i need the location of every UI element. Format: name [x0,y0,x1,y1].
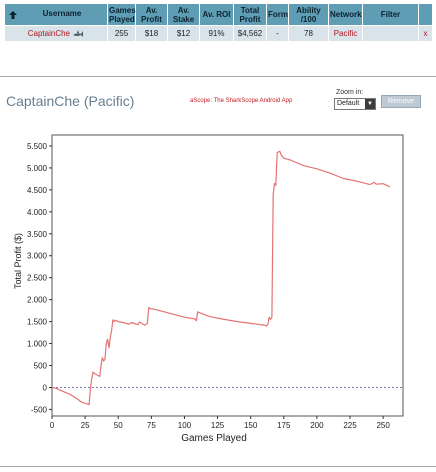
bottom-divider [0,466,436,467]
y-tick-label: 1.000 [27,340,48,349]
y-tick-label: 3.000 [27,252,48,261]
x-axis-label: Games Played [181,433,247,444]
zoom-value: Default [337,100,360,107]
table-header-row: Username Games Played Av. Profit Av. Sta… [4,3,433,26]
x-tick-label: 175 [277,421,291,430]
player-title: CaptainChe (Pacific) [6,93,135,109]
y-tick-label: 2.000 [27,296,48,305]
cell-ability: 78 [288,25,329,42]
column-header-username[interactable]: Username [4,3,108,26]
column-header-form[interactable]: Form [266,3,289,26]
player-stats-table: Username Games Played Av. Profit Av. Sta… [4,3,433,42]
chevron-down-icon: ▼ [365,99,375,109]
column-header-av-stake[interactable]: Av. Stake [167,3,200,26]
column-header-network[interactable]: Network [328,3,363,26]
cell-form: - [266,25,289,42]
y-tick-label: 4.500 [27,186,48,195]
y-tick-label: 3.500 [27,230,48,239]
cell-games-played: 255 [107,25,136,42]
cell-av-profit: $18 [135,25,168,42]
y-axis-label: Total Profit ($) [13,233,23,289]
column-header-filter[interactable]: Filter [362,3,419,26]
remove-button[interactable]: Remove [381,95,421,108]
y-tick-label: -500 [31,405,48,414]
y-tick-label: 4.000 [27,208,48,217]
x-tick-label: 250 [376,421,390,430]
column-header-games-played[interactable]: Games Played [107,3,136,26]
remove-player-link[interactable]: x [423,29,428,38]
network-link[interactable]: Pacific [333,29,358,38]
section-divider [0,76,436,77]
profit-chart: -50005001.0001.5002.0002.5003.0003.5004.… [13,134,404,444]
x-tick-label: 50 [114,421,123,430]
column-header-ability[interactable]: Ability /100 [288,3,329,26]
cell-network: Pacific [328,25,363,42]
column-header-total-profit[interactable]: Total Profit [233,3,267,26]
y-tick-label: 0 [43,383,48,392]
x-tick-label: 75 [147,421,156,430]
x-tick-label: 25 [81,421,90,430]
y-tick-label: 2.500 [27,274,48,283]
y-tick-label: 5.000 [27,164,48,173]
cell-av-stake: $12 [167,25,200,42]
column-header-remove [418,3,433,26]
y-tick-label: 5.500 [27,142,48,151]
column-header-av-profit[interactable]: Av. Profit [135,3,168,26]
cell-username: CaptainChe [4,25,108,42]
plot-frame [51,134,404,417]
android-app-promo-link[interactable]: aScope: The SharkScope Android App [190,98,293,104]
cell-filter[interactable] [362,25,419,42]
x-tick-label: 100 [178,421,192,430]
x-tick-label: 225 [343,421,357,430]
player-link[interactable]: CaptainChe [27,29,70,38]
x-tick-label: 0 [50,421,55,430]
zoom-label: Zoom in: [336,89,364,96]
x-tick-label: 150 [244,421,258,430]
cell-av-roi: 91% [199,25,234,42]
table-row: CaptainChe 255 $18 $12 91% $4,562 - 78 P… [4,25,433,42]
cell-total-profit: $4,562 [233,25,267,42]
chart-plot-area: -50005001.0001.5002.0002.5003.0003.5004.… [27,134,404,430]
x-tick-label: 125 [211,421,225,430]
column-header-av-roi[interactable]: Av. ROI [199,3,234,26]
shark-icon [73,29,84,37]
up-arrow-icon [9,11,17,19]
y-tick-label: 500 [34,362,48,371]
x-tick-label: 200 [310,421,324,430]
cell-remove: x [418,25,433,42]
y-tick-label: 1.500 [27,318,48,327]
column-header-label: Username [42,9,82,18]
profit-line [51,150,391,406]
zoom-select[interactable]: Default ▼ [334,98,376,110]
